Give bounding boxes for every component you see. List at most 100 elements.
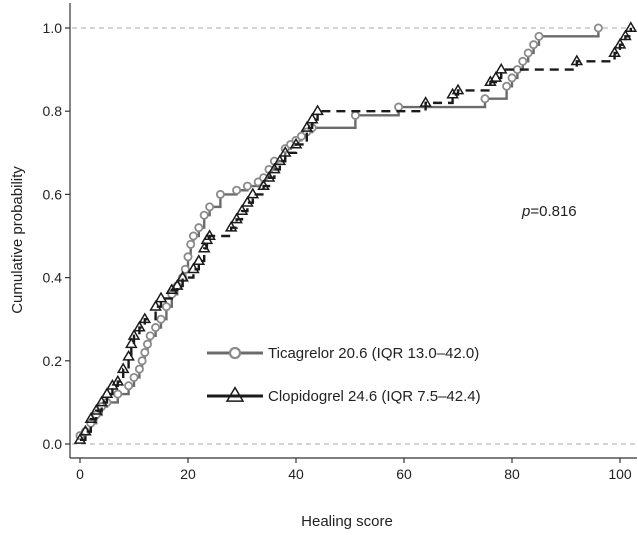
ticagrelor-point xyxy=(232,185,242,195)
y-tick-label: 0.0 xyxy=(43,436,63,452)
clopidogrel-point xyxy=(613,37,627,49)
clopidogrel-point xyxy=(262,171,276,182)
ticagrelor-point xyxy=(194,223,204,233)
x-tick-label: 0 xyxy=(76,466,84,482)
clopidogrel-point xyxy=(73,433,87,444)
y-axis-label: Cumulative probability xyxy=(9,166,26,314)
clopidogrel-point xyxy=(89,403,103,415)
x-tick-label: 20 xyxy=(180,466,196,482)
ticagrelor-point xyxy=(480,94,490,104)
clopidogrel-point xyxy=(122,349,135,361)
clopidogrel-point xyxy=(268,162,281,174)
ticagrelor-point xyxy=(523,48,533,58)
clopidogrel-point xyxy=(197,241,211,253)
clopidogrel-point xyxy=(489,71,503,82)
ticagrelor-point xyxy=(188,231,198,241)
ticagrelor-point xyxy=(156,314,166,324)
clopidogrel-point xyxy=(300,121,314,132)
ticagrelor-point xyxy=(518,56,528,66)
p-value-annotation: p=0.816 xyxy=(521,203,577,220)
clopidogrel-point xyxy=(127,329,141,340)
legend: Ticagrelor 20.6 (IQR 13.0–42.0) Clopidogr… xyxy=(207,345,481,405)
clopidogrel-point xyxy=(192,254,206,265)
clopidogrel-point xyxy=(133,320,146,332)
series-layer xyxy=(73,21,638,444)
y-tick-label: 0.4 xyxy=(43,270,63,286)
ticagrelor-point xyxy=(145,331,155,341)
clopidogrel-point xyxy=(570,54,584,66)
clopidogrel-point xyxy=(187,262,200,274)
ticagrelor-point xyxy=(593,23,603,33)
ticagrelor-step-line xyxy=(80,28,600,437)
x-tick-label: 80 xyxy=(504,466,520,482)
ticagrelor-point xyxy=(167,289,177,299)
ticagrelor-point xyxy=(205,202,215,212)
clopidogrel-point xyxy=(235,204,249,216)
clopidogrel-point xyxy=(246,187,260,199)
legend-clopidogrel-marker xyxy=(225,386,245,402)
ticagrelor-point xyxy=(113,389,123,399)
clopidogrel-point xyxy=(111,374,125,386)
clopidogrel-point xyxy=(154,291,168,303)
clopidogrel-point xyxy=(203,229,216,240)
clopidogrel-point xyxy=(278,146,292,157)
reference-lines xyxy=(72,27,637,445)
x-tick-label: 100 xyxy=(608,466,632,482)
ticagrelor-point xyxy=(534,31,544,41)
ticagrelor-point xyxy=(186,239,196,249)
ticagrelor-point xyxy=(140,347,150,357)
clopidogrel-point xyxy=(138,312,152,324)
axes: 0.0 0.2 0.4 0.6 0.8 1.0 0 20 40 60 80 100 xyxy=(43,3,637,482)
clopidogrel-point xyxy=(79,424,92,436)
x-tick-label: 40 xyxy=(288,466,304,482)
ticagrelor-point xyxy=(242,181,252,191)
clopidogrel-point xyxy=(451,83,465,95)
ticagrelor-point xyxy=(507,73,517,83)
ticagrelor-series xyxy=(75,23,603,441)
clopidogrel-point xyxy=(124,337,138,349)
clopidogrel-point xyxy=(176,270,189,282)
y-tick-label: 0.2 xyxy=(43,353,63,369)
clopidogrel-point xyxy=(95,395,108,407)
clopidogrel-point xyxy=(116,362,130,374)
clopidogrel-point xyxy=(170,279,184,290)
ticagrelor-point xyxy=(161,302,171,312)
clopidogrel-point xyxy=(305,112,319,124)
ticagrelor-point xyxy=(199,210,209,220)
y-tick-label: 0.8 xyxy=(43,103,63,119)
clopidogrel-point xyxy=(257,179,270,191)
ticagrelor-point xyxy=(151,323,161,333)
clopidogrel-point xyxy=(289,137,303,149)
clopidogrel-step-line xyxy=(80,28,632,442)
y-tick-label: 1.0 xyxy=(43,20,63,36)
clopidogrel-point xyxy=(624,21,638,32)
y-tick-label: 0.6 xyxy=(43,186,63,202)
legend-clopidogrel-label: Clopidogrel 24.6 (IQR 7.5–42.4) xyxy=(268,388,481,405)
clopidogrel-point xyxy=(419,96,432,107)
ticagrelor-point xyxy=(394,102,404,112)
clopidogrel-point xyxy=(311,104,324,116)
legend-ticagrelor-marker xyxy=(228,346,242,360)
ticagrelor-point xyxy=(124,381,134,391)
clopidogrel-point xyxy=(84,412,98,424)
clopidogrel-point xyxy=(619,29,632,41)
ticagrelor-point xyxy=(86,418,96,428)
ticagrelor-point xyxy=(350,110,360,120)
x-tick-label: 60 xyxy=(396,466,412,482)
ticagrelor-point xyxy=(180,264,190,274)
clopidogrel-point xyxy=(273,154,287,166)
clopidogrel-point xyxy=(100,387,114,399)
clopidogrel-point xyxy=(494,62,508,74)
ticagrelor-point xyxy=(142,339,152,349)
p-value-symbol: p xyxy=(521,203,530,220)
ticagrelor-point xyxy=(129,372,139,382)
p-value-text: =0.816 xyxy=(530,203,576,220)
ticagrelor-point xyxy=(215,189,225,199)
ticagrelor-point xyxy=(529,40,539,50)
ticagrelor-point xyxy=(134,364,144,374)
ticagrelor-point xyxy=(137,356,147,366)
clopidogrel-point xyxy=(224,220,238,232)
legend-ticagrelor-label: Ticagrelor 20.6 (IQR 13.0–42.0) xyxy=(268,345,479,362)
clopidogrel-point xyxy=(241,195,254,207)
